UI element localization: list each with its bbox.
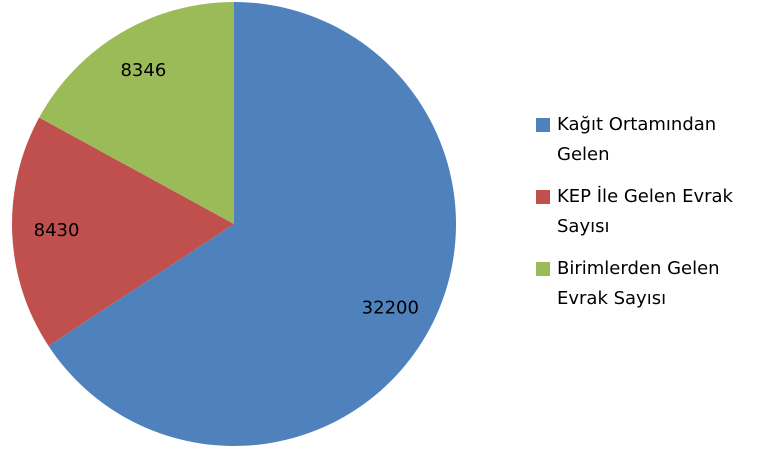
legend-swatch: [536, 118, 550, 132]
data-label: 32200: [362, 297, 419, 318]
pie-area: 32200 8430 8346: [11, 2, 457, 446]
legend-label: Kağıt Ortamından Gelen: [557, 114, 717, 165]
legend-item: Birimlerden Gelen Evrak Sayısı: [536, 254, 766, 314]
legend-swatch: [536, 262, 550, 276]
pie-slice: [48, 2, 457, 446]
legend-label: KEP İle Gelen Evrak Sayısı: [557, 186, 733, 237]
legend-label: Birimlerden Gelen Evrak Sayısı: [557, 258, 720, 309]
legend-item: KEP İle Gelen Evrak Sayısı: [536, 182, 766, 242]
legend-swatch: [536, 190, 550, 204]
data-label: 8430: [34, 220, 80, 241]
legend: Kağıt Ortamından Gelen KEP İle Gelen Evra…: [536, 110, 766, 326]
data-label: 8346: [120, 60, 166, 81]
legend-item: Kağıt Ortamından Gelen: [536, 110, 766, 170]
pie-slice: [39, 2, 234, 224]
pie-slice: [11, 117, 235, 346]
